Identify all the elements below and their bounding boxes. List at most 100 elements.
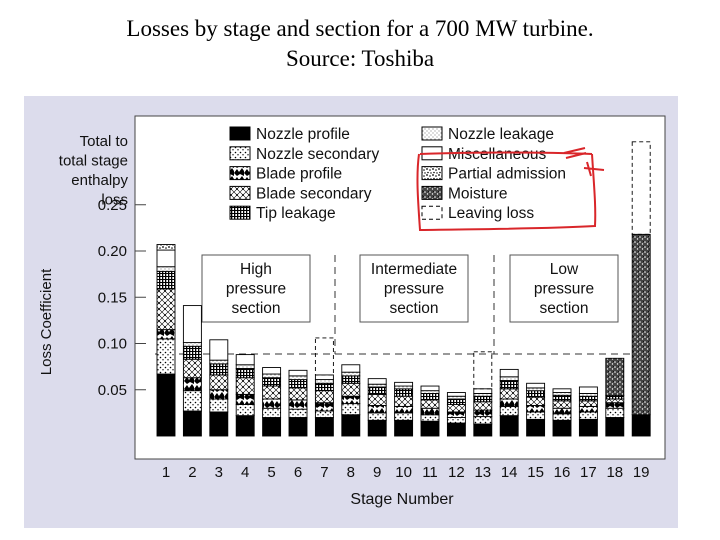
bar-segment: [552, 394, 572, 402]
bar-segment: [499, 398, 519, 407]
slide-title: Losses by stage and section for a 700 MW…: [0, 14, 720, 74]
annotation-line: pressure: [226, 281, 286, 298]
bar-segment: [209, 398, 229, 413]
bar-segment: [262, 407, 282, 418]
y-axis: 0.05 0.10 0.15 0.20 0.25: [98, 197, 146, 399]
x-tick-label: 15: [527, 464, 544, 481]
legend-item: Nozzle profile: [229, 126, 350, 143]
annotation-low-pressure-text: Low pressure section: [534, 261, 594, 317]
bar-segment: [209, 339, 229, 361]
legend-swatch: [421, 166, 443, 181]
annotation-high-pressure-text: High pressure section: [226, 261, 286, 317]
red-markup-annotation: [416, 147, 605, 232]
bar-segment: [446, 398, 466, 406]
bar-segment: [446, 392, 466, 397]
legend-label: Tip leakage: [256, 205, 336, 222]
y-tick-label: 0.25: [98, 197, 127, 214]
annotation-line: section: [231, 300, 280, 317]
bar-segment: [526, 418, 546, 437]
annotation-high-pressure: High pressure section: [201, 254, 311, 323]
legend-item: Tip leakage: [229, 205, 336, 222]
bar-segment: [446, 422, 466, 437]
x-tick-label: 2: [188, 464, 196, 481]
bar-segment: [499, 368, 519, 378]
bar-segment: [314, 374, 334, 381]
bar-segment: [182, 345, 202, 360]
bar-segment: [473, 416, 493, 425]
loss-coefficient-chart: High pressure section Intermediate pressure…: [38, 115, 666, 508]
bar-segment: [394, 419, 414, 437]
bar-segment: [499, 376, 519, 381]
bar-segment: [288, 379, 308, 389]
bar-segment: [631, 414, 651, 437]
x-tick-label: 17: [580, 464, 597, 481]
slide-title-line-1: Losses by stage and section for a 700 MW…: [126, 16, 594, 41]
bar-segment: [262, 373, 282, 379]
x-tick-label: 1: [162, 464, 170, 481]
bar-segment: [182, 377, 202, 392]
bar-segment: [605, 357, 625, 396]
bar-segment: [182, 410, 202, 437]
bar-segment: [552, 400, 572, 409]
bar-segment: [394, 388, 414, 397]
bar-segment: [578, 386, 598, 394]
bar-segment: [473, 401, 493, 411]
bar-segment: [394, 405, 414, 414]
bar-segment: [473, 388, 493, 394]
bar-segment: [578, 395, 598, 402]
legend-label: Moisture: [448, 185, 507, 202]
legend-item: Nozzle secondary: [229, 146, 379, 163]
bar-segment: [473, 395, 493, 403]
bar-segment: [209, 389, 229, 400]
bar-segment: [367, 378, 387, 385]
bar-segment: [235, 404, 255, 417]
x-tick-label: 12: [448, 464, 465, 481]
bar-segment: [605, 407, 625, 418]
y-tick-label: 0.05: [98, 382, 127, 399]
bar-segment: [420, 420, 440, 437]
annotation-intermediate-pressure: Intermediate pressure section: [359, 254, 469, 323]
bar-segment: [473, 423, 493, 437]
bar-segment: [526, 411, 546, 420]
bar-segment: [262, 398, 282, 409]
bar-segment: [262, 385, 282, 400]
legend-swatch: [421, 205, 443, 220]
bar-segment: [156, 338, 176, 375]
bar-segment: [499, 405, 519, 417]
bar-segment: [209, 374, 229, 391]
legend-item: Blade secondary: [229, 185, 372, 202]
bar-segment: [156, 288, 176, 331]
bar-segment: [631, 141, 651, 235]
bar-segment: [499, 415, 519, 437]
bar-segment: [156, 270, 176, 290]
bar-segment: [235, 393, 255, 406]
bar-segment: [552, 388, 572, 393]
bar-segment: [341, 371, 361, 377]
bar-segment: [420, 385, 440, 392]
bar-segment: [367, 412, 387, 421]
legend-label: Nozzle leakage: [448, 126, 554, 143]
annotation-line: Low: [550, 261, 579, 278]
bar-segment: [235, 377, 255, 395]
x-tick-label: 5: [267, 464, 275, 481]
bar-segment: [262, 377, 282, 387]
slide-title-line-2: Source: Toshiba: [285, 46, 435, 71]
bar-segment: [420, 407, 440, 416]
bar-segment: [156, 249, 176, 268]
bar-segment: [394, 395, 414, 407]
x-tick-label: 6: [294, 464, 302, 481]
bar-segment: [288, 387, 308, 401]
bar-segment: [341, 382, 361, 397]
x-tick-label: 14: [501, 464, 518, 481]
x-tick-label: 13: [474, 464, 491, 481]
bar-segment: [420, 414, 440, 422]
annotation-line: section: [539, 300, 588, 317]
bar-segment: [526, 405, 546, 413]
bar-segment: [235, 364, 255, 369]
legend-item: Leaving loss: [421, 205, 534, 222]
bar-segment: [182, 305, 202, 344]
annotation-intermediate-pressure-text: Intermediate pressure section: [371, 261, 457, 317]
legend-label: Leaving loss: [448, 205, 534, 222]
legend-label: Blade profile: [256, 166, 342, 183]
bar-segment: [526, 382, 546, 389]
